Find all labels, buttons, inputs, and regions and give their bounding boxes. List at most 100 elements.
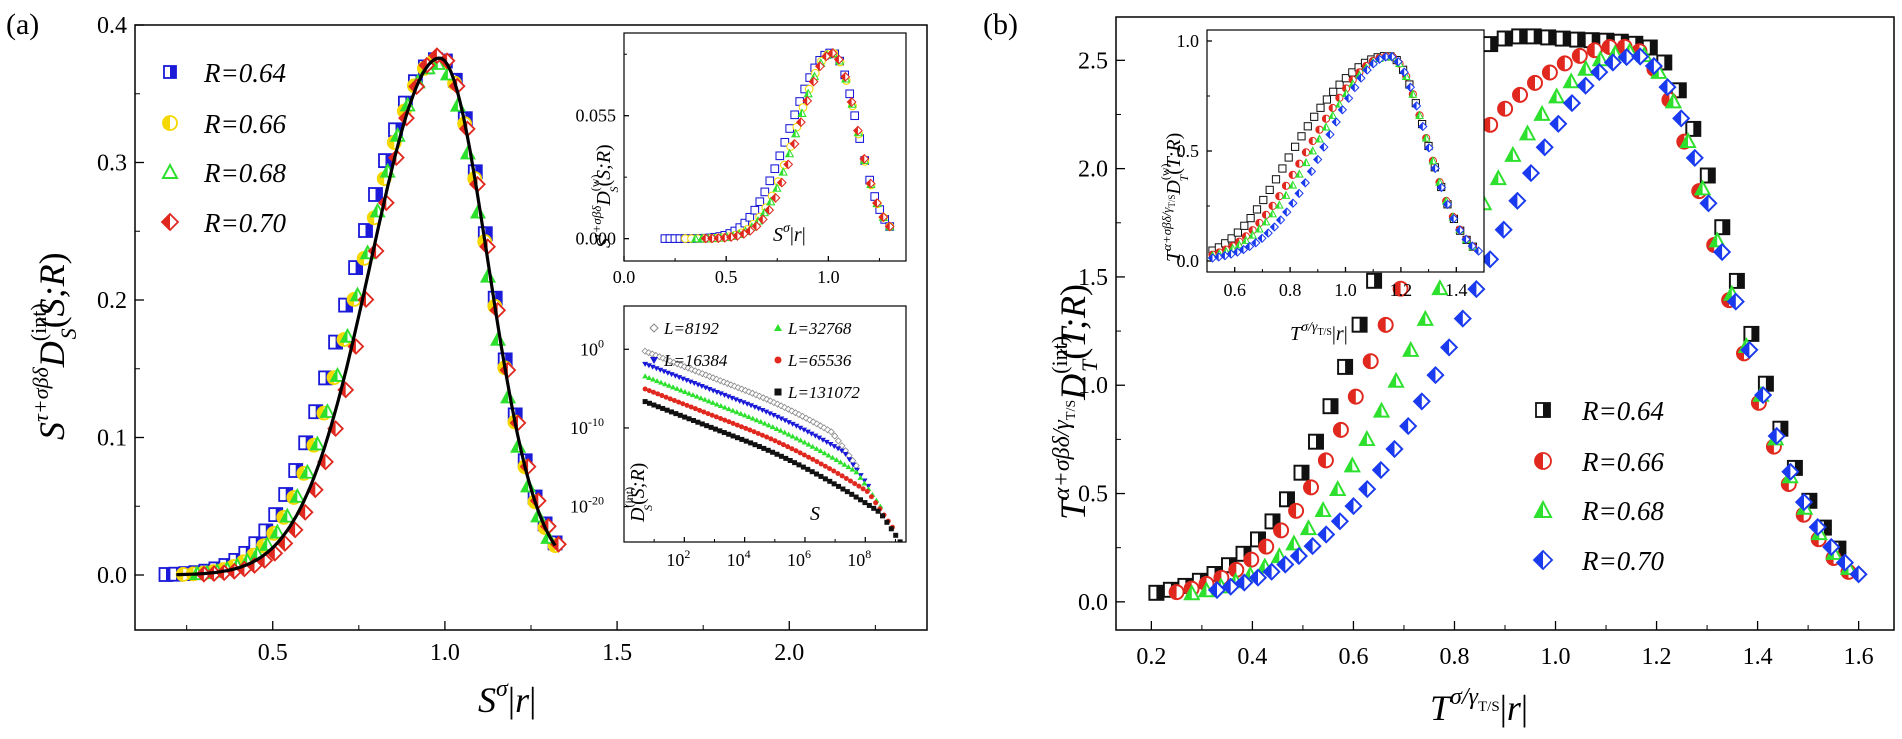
marker-diamond-fill bbox=[1468, 242, 1473, 251]
data-point bbox=[868, 494, 874, 500]
marker-circle-fill bbox=[1249, 226, 1253, 234]
data-point bbox=[852, 481, 858, 487]
marker-square bbox=[1303, 122, 1312, 131]
marker-diamond-fill bbox=[1250, 569, 1258, 586]
marker-diamond-fill bbox=[1258, 234, 1262, 243]
marker-diamond-fill bbox=[784, 160, 789, 169]
marker-diamond-fill bbox=[1236, 574, 1245, 591]
inset-top-x-ticks: 0.0 0.5 1.0 bbox=[613, 256, 880, 287]
inset-b-x-ticks: 0.6 0.8 1.0 1.2 1.4 bbox=[1223, 267, 1468, 300]
marker-diamond-fill bbox=[1369, 59, 1374, 68]
marker-diamond-fill bbox=[790, 139, 795, 149]
marker-square-fill bbox=[1693, 121, 1701, 136]
marker-circle-fill bbox=[1275, 192, 1280, 200]
data-point bbox=[1381, 52, 1391, 62]
marker-triangle-fill bbox=[1564, 74, 1572, 88]
data-point bbox=[1335, 93, 1344, 103]
y-tick-label: 0.0 bbox=[97, 563, 127, 589]
marker-diamond-fill bbox=[287, 522, 296, 538]
data-point bbox=[651, 402, 657, 408]
marker-diamond-fill bbox=[726, 232, 732, 242]
data-point bbox=[1713, 242, 1732, 262]
data-point bbox=[1808, 518, 1827, 537]
marker-circle-fill bbox=[1289, 503, 1297, 518]
panel-b-x-ticks: 0.2 0.4 0.6 0.8 1.0 1.2 1.4 1.6 bbox=[1136, 621, 1874, 670]
data-point bbox=[1329, 480, 1347, 497]
marker-square bbox=[750, 205, 760, 215]
marker-triangle-fill bbox=[320, 405, 328, 418]
data-point bbox=[1362, 353, 1379, 370]
data-point bbox=[1371, 460, 1390, 480]
data-point bbox=[1281, 181, 1291, 190]
data-point bbox=[1334, 99, 1344, 108]
data-point bbox=[664, 370, 671, 376]
data-point bbox=[1276, 555, 1295, 574]
marker-diamond-fill bbox=[1550, 116, 1559, 132]
marker-triangle-fill bbox=[501, 390, 509, 403]
marker-diamond-fill bbox=[809, 77, 814, 86]
marker-diamond-fill bbox=[1251, 238, 1256, 247]
data-point bbox=[1368, 59, 1378, 69]
data-point bbox=[726, 431, 732, 437]
marker-diamond-fill bbox=[701, 234, 706, 243]
panel-a: 0.5 1.0 1.5 2.0 0.0 0.1 0.2 0.3 0.4 R=0.64 R=0.… bbox=[26, 13, 928, 720]
data-point bbox=[642, 373, 649, 379]
data-point bbox=[645, 363, 652, 369]
data-point bbox=[1301, 148, 1311, 157]
data-point bbox=[1316, 103, 1325, 112]
data-point bbox=[739, 436, 745, 442]
marker-square-fill bbox=[1678, 83, 1686, 98]
data-point bbox=[780, 442, 786, 448]
data-point bbox=[776, 177, 787, 188]
data-point bbox=[269, 523, 286, 539]
data-point bbox=[783, 159, 794, 170]
data-point bbox=[1251, 238, 1261, 248]
legend-b-label-r064: R=0.64 bbox=[1581, 396, 1664, 426]
data-point bbox=[805, 466, 811, 472]
marker-diamond-fill bbox=[328, 421, 336, 436]
data-point bbox=[831, 432, 839, 440]
marker-diamond-fill bbox=[771, 193, 776, 203]
marker-triangle-fill bbox=[521, 479, 529, 492]
data-point bbox=[831, 444, 838, 450]
data-point bbox=[1263, 228, 1273, 238]
y-tick-label: 1.5 bbox=[1078, 265, 1108, 291]
marker-diamond-fill bbox=[1455, 310, 1463, 327]
data-point bbox=[763, 409, 770, 415]
inset-bottom-legend: L=8192 L=16384 L=32768 L=65536 L=131072 bbox=[649, 319, 860, 402]
marker-circle-fill bbox=[1274, 523, 1282, 538]
data-point bbox=[705, 398, 712, 404]
marker-diamond-fill bbox=[1386, 441, 1395, 457]
data-point bbox=[1540, 29, 1557, 46]
data-point bbox=[810, 456, 816, 462]
data-point bbox=[1232, 247, 1242, 257]
data-point bbox=[726, 419, 732, 425]
data-point bbox=[789, 446, 795, 452]
marker-square-fill bbox=[495, 291, 502, 305]
marker-diamond-fill bbox=[1245, 242, 1250, 251]
legend-a-label-r068: R=0.68 bbox=[203, 158, 286, 188]
marker-diamond-fill bbox=[1276, 216, 1281, 224]
data-point bbox=[777, 427, 784, 433]
x-tick-label: 0.2 bbox=[1136, 644, 1166, 670]
legend-b-marker-r064 bbox=[1535, 402, 1551, 418]
data-point bbox=[831, 468, 837, 474]
data-point bbox=[1794, 493, 1814, 512]
data-point bbox=[1343, 93, 1354, 103]
data-point bbox=[1554, 30, 1571, 47]
data-point bbox=[745, 388, 753, 396]
data-point bbox=[755, 197, 765, 207]
data-point bbox=[808, 76, 819, 87]
marker-square-fill bbox=[375, 188, 382, 201]
data-point bbox=[795, 410, 803, 419]
data-point bbox=[809, 469, 815, 475]
data-point bbox=[668, 409, 674, 415]
data-point bbox=[1430, 163, 1440, 174]
marker-diamond-fill bbox=[1646, 58, 1654, 74]
x-tick-label: 1.0 bbox=[430, 640, 460, 666]
legend-a-marker-r066 bbox=[162, 115, 178, 131]
data-point bbox=[1586, 42, 1603, 59]
data-point bbox=[729, 395, 736, 401]
data-point bbox=[803, 88, 813, 98]
